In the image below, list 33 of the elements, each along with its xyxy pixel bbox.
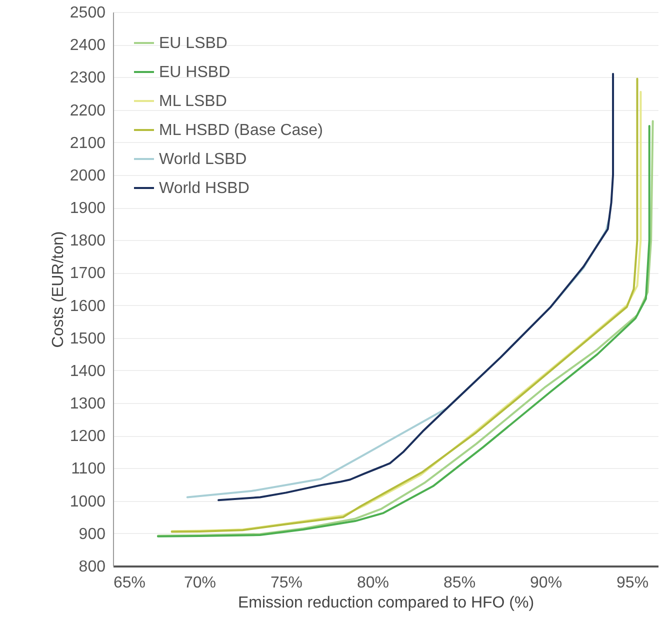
y-tick-label: 2500 <box>70 4 106 22</box>
legend-label: ML HSBD (Base Case) <box>159 122 323 139</box>
y-tick-label: 900 <box>78 526 106 543</box>
y-tick-label: 2100 <box>70 134 106 152</box>
y-tick-label: 2200 <box>70 102 106 120</box>
y-tick-label: 1700 <box>70 265 106 282</box>
x-axis-title: Emission reduction compared to HFO (%) <box>238 594 534 612</box>
y-tick-label: 1200 <box>70 428 106 446</box>
y-tick-label: 1800 <box>70 232 106 250</box>
x-tick-label: 85% <box>444 574 476 592</box>
legend-label: World LSBD <box>159 151 247 168</box>
y-axis-title: Costs (EUR/ton) <box>50 231 67 348</box>
legend-label: ML LSBD <box>159 93 227 110</box>
y-tick-label: 2000 <box>70 167 106 184</box>
y-tick-label: 800 <box>78 558 106 576</box>
x-tick-label: 90% <box>530 574 562 592</box>
y-tick-label: 1100 <box>71 460 106 478</box>
y-tick-label: 1300 <box>70 396 106 413</box>
x-tick-label: 80% <box>357 574 390 592</box>
legend-label: EU HSBD <box>159 64 230 81</box>
y-tick-label: 1900 <box>70 200 106 218</box>
x-tick-label: 70% <box>184 574 216 592</box>
y-tick-label: 1000 <box>70 493 106 510</box>
y-tick-label: 2300 <box>70 70 106 87</box>
y-tick-label: 1400 <box>70 362 106 380</box>
x-tick-label: 95% <box>616 574 649 592</box>
legend-label: EU LSBD <box>159 35 228 52</box>
y-tick-label: 1500 <box>70 330 106 348</box>
legend-label: World HSBD <box>159 180 250 197</box>
x-tick-label: 75% <box>270 574 303 592</box>
y-tick-label: 1600 <box>70 298 106 315</box>
x-tick-label: 65% <box>114 574 146 592</box>
y-tick-label: 2400 <box>70 37 106 54</box>
